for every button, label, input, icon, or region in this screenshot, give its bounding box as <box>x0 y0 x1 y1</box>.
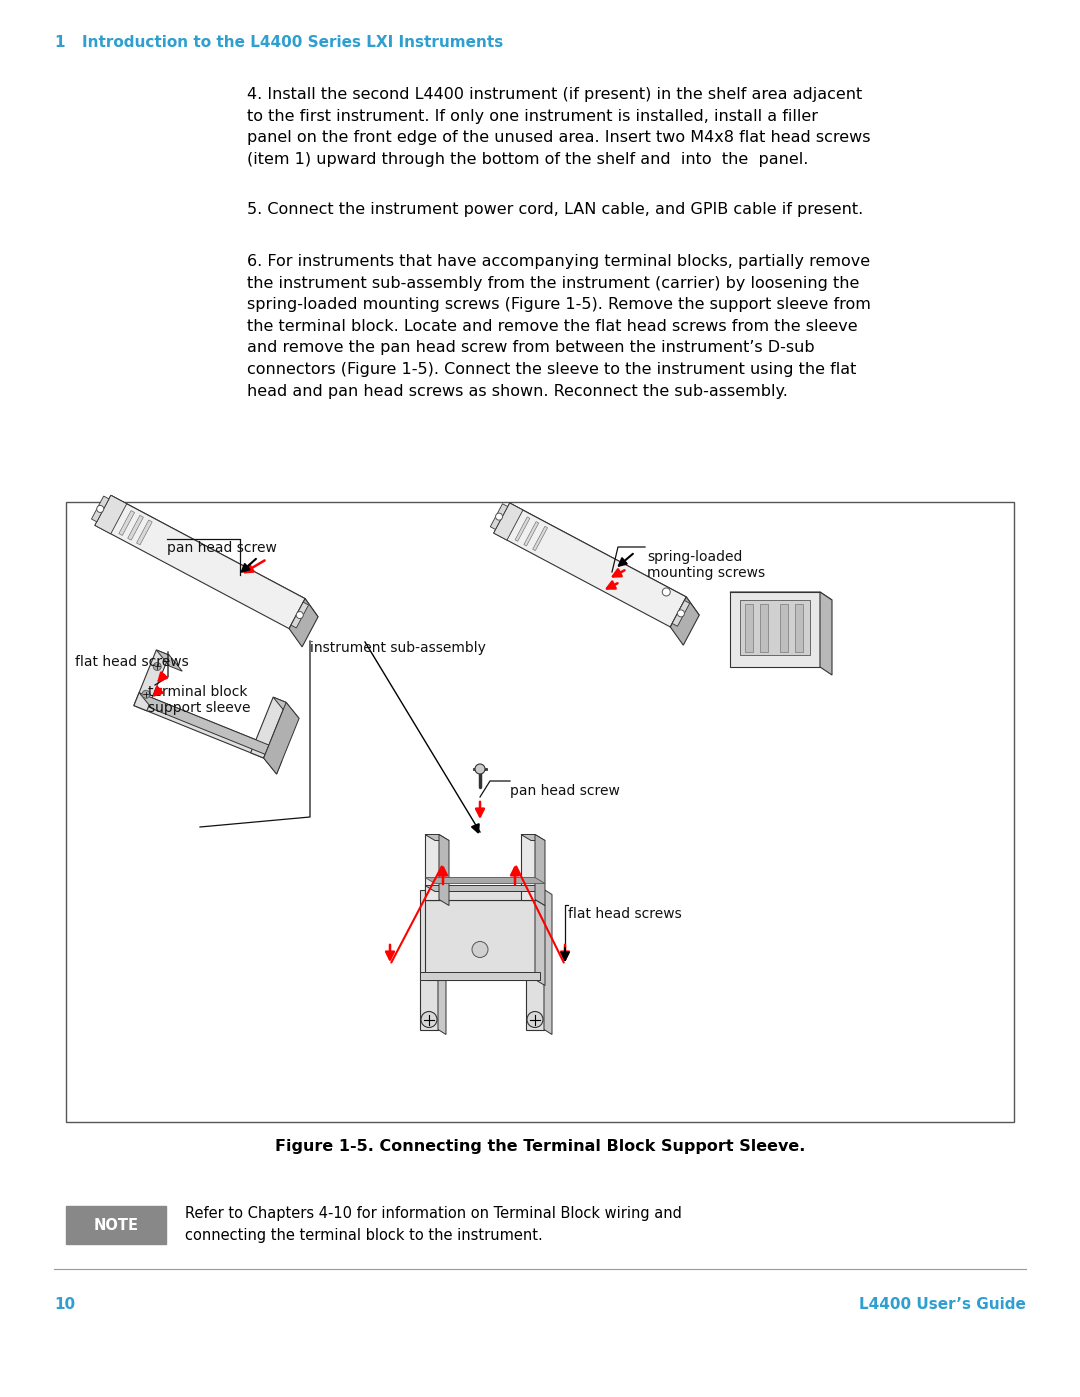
Text: Figure 1-5. Connecting the Terminal Block Support Sleeve.: Figure 1-5. Connecting the Terminal Bloc… <box>274 1139 806 1154</box>
Polygon shape <box>134 693 269 759</box>
Circle shape <box>677 610 685 617</box>
Circle shape <box>421 1011 437 1028</box>
Polygon shape <box>820 592 832 675</box>
Polygon shape <box>521 834 535 900</box>
Polygon shape <box>420 890 438 1030</box>
Text: 10: 10 <box>54 1296 76 1312</box>
Polygon shape <box>127 515 144 541</box>
Polygon shape <box>136 520 152 545</box>
Polygon shape <box>795 604 804 652</box>
Circle shape <box>97 506 104 513</box>
Text: 4. Install the second L4400 instrument (if present) in the shelf area adjacent
t: 4. Install the second L4400 instrument (… <box>247 87 870 166</box>
Polygon shape <box>730 592 832 599</box>
Polygon shape <box>426 886 545 891</box>
Circle shape <box>472 942 488 957</box>
Polygon shape <box>521 834 545 841</box>
Polygon shape <box>426 886 535 900</box>
Text: spring-loaded
mounting screws: spring-loaded mounting screws <box>647 550 765 580</box>
Text: instrument sub-assembly: instrument sub-assembly <box>310 641 486 655</box>
Text: 1: 1 <box>54 35 65 50</box>
Polygon shape <box>95 496 306 629</box>
Text: flat head screws: flat head screws <box>75 655 189 669</box>
Polygon shape <box>535 834 545 905</box>
Polygon shape <box>535 900 545 985</box>
Circle shape <box>153 662 161 671</box>
Circle shape <box>527 1011 543 1028</box>
Text: NOTE: NOTE <box>94 1218 138 1232</box>
Circle shape <box>496 513 502 520</box>
Polygon shape <box>134 650 170 711</box>
Polygon shape <box>426 900 535 979</box>
Polygon shape <box>740 599 810 655</box>
Polygon shape <box>273 697 299 718</box>
Circle shape <box>475 764 485 774</box>
Polygon shape <box>671 597 699 645</box>
Polygon shape <box>264 745 282 774</box>
Polygon shape <box>426 877 545 883</box>
Polygon shape <box>745 604 753 652</box>
Polygon shape <box>490 504 508 529</box>
Polygon shape <box>494 503 523 541</box>
Text: Refer to Chapters 4-10 for information on Terminal Block wiring and
connecting t: Refer to Chapters 4-10 for information o… <box>185 1206 681 1242</box>
Circle shape <box>141 690 150 698</box>
Polygon shape <box>291 602 309 627</box>
Text: 6. For instruments that have accompanying terminal blocks, partially remove
the : 6. For instruments that have accompanyin… <box>247 254 870 398</box>
Polygon shape <box>532 527 548 550</box>
Polygon shape <box>730 592 820 666</box>
Polygon shape <box>438 834 449 905</box>
Text: Introduction to the L4400 Series LXI Instruments: Introduction to the L4400 Series LXI Ins… <box>82 35 503 50</box>
Circle shape <box>662 588 671 597</box>
Polygon shape <box>544 890 552 1035</box>
Polygon shape <box>672 601 690 626</box>
Polygon shape <box>289 599 319 647</box>
Bar <box>66 502 1014 1122</box>
Polygon shape <box>426 834 449 841</box>
Polygon shape <box>526 890 544 1030</box>
Bar <box>66 1206 166 1243</box>
Circle shape <box>296 612 303 619</box>
Text: 5. Connect the instrument power cord, LAN cable, and GPIB cable if present.: 5. Connect the instrument power cord, LA… <box>247 203 863 217</box>
Polygon shape <box>524 521 539 546</box>
Polygon shape <box>251 697 286 759</box>
Polygon shape <box>438 890 446 1035</box>
Polygon shape <box>510 503 699 615</box>
Polygon shape <box>111 496 319 617</box>
Polygon shape <box>426 834 438 900</box>
Polygon shape <box>139 693 282 761</box>
Polygon shape <box>515 517 530 541</box>
Polygon shape <box>780 604 788 652</box>
Text: pan head screw: pan head screw <box>167 541 276 555</box>
Polygon shape <box>264 703 299 774</box>
Polygon shape <box>760 604 768 652</box>
Polygon shape <box>119 511 135 535</box>
Text: pan head screw: pan head screw <box>510 784 620 798</box>
Polygon shape <box>157 650 183 671</box>
Polygon shape <box>420 971 540 979</box>
Text: L4400 User’s Guide: L4400 User’s Guide <box>859 1296 1026 1312</box>
Polygon shape <box>95 496 126 534</box>
Polygon shape <box>494 503 686 627</box>
Polygon shape <box>92 496 109 522</box>
Text: flat head screws: flat head screws <box>568 907 681 921</box>
Text: terminal block
support sleeve: terminal block support sleeve <box>148 685 251 715</box>
